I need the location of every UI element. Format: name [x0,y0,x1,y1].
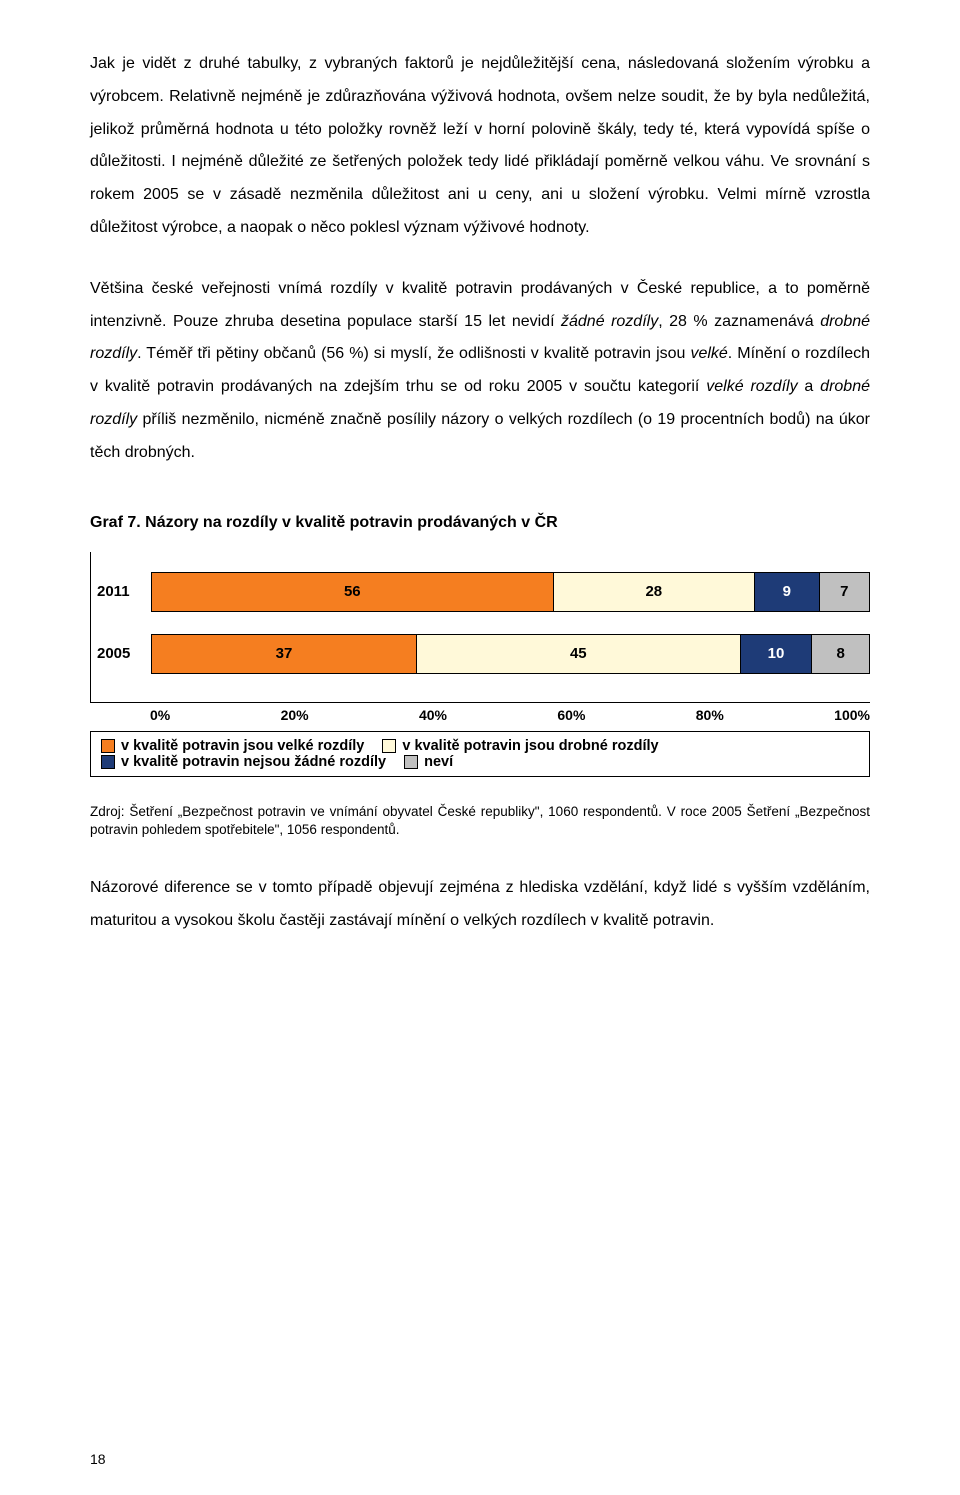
legend-swatch [101,739,115,753]
legend-item-nevi: neví [404,754,453,770]
bar-segment-velke: 56 [151,573,554,611]
x-tick: 20% [281,707,309,723]
legend-swatch [404,755,418,769]
x-tick: 40% [419,707,447,723]
bar-year-label: 2005 [91,645,151,662]
bar-year-label: 2011 [91,583,151,600]
legend-swatch [382,739,396,753]
legend-label: v kvalitě potravin nejsou žádné rozdíly [121,754,386,770]
legend-label: neví [424,754,453,770]
legend-item-velke: v kvalitě potravin jsou velké rozdíly [101,738,364,754]
legend-swatch [101,755,115,769]
chart-x-axis: 0% 20% 40% 60% 80% 100% [90,707,870,723]
chart-plot-area: 2011562897 20053745108 [90,552,870,703]
chart-container: 201156289720053745108 0%20%40%60%80%100%… [90,552,870,777]
legend-label: v kvalitě potravin jsou velké rozdíly [121,738,364,754]
chart-bar-row: 2011562897 [91,572,870,612]
bar-segment-zadne: 10 [741,635,813,673]
legend-row: v kvalitě potravin jsou velké rozdíly v k… [101,738,859,754]
bar-segment-velke: 37 [151,635,417,673]
chart-title: Graf 7. Názory na rozdíly v kvalitě potr… [90,514,870,532]
x-tick: 60% [557,707,585,723]
x-tick: 0% [150,707,170,723]
x-tick: 80% [696,707,724,723]
legend-label: v kvalitě potravin jsou drobné rozdíly [402,738,658,754]
legend-row: v kvalitě potravin nejsou žádné rozdíly n… [101,754,859,770]
page-number: 18 [90,1451,106,1467]
bar-segment-nevi: 7 [820,573,870,611]
bar-stack: 562897 [151,572,870,612]
chart-source: Zdroj: Šetření „Bezpečnost potravin ve v… [90,803,870,841]
bar-segment-nevi: 8 [812,635,870,673]
bar-segment-drobne: 28 [554,573,755,611]
bar-segment-zadne: 9 [755,573,820,611]
legend-item-zadne: v kvalitě potravin nejsou žádné rozdíly [101,754,386,770]
bar-segment-drobne: 45 [417,635,741,673]
paragraph-3: Názorové diference se v tomto případě ob… [90,872,870,938]
paragraph-1: Jak je vidět z druhé tabulky, z vybranýc… [90,48,870,245]
chart-legend: v kvalitě potravin jsou velké rozdílyv k… [90,731,870,777]
x-tick: 100% [834,707,870,723]
legend-item-drobne: v kvalitě potravin jsou drobné rozdíly [382,738,658,754]
bar-stack: 3745108 [151,634,870,674]
chart-bar-row: 20053745108 [91,634,870,674]
paragraph-2: Většina české veřejnosti vnímá rozdíly v… [90,273,870,470]
